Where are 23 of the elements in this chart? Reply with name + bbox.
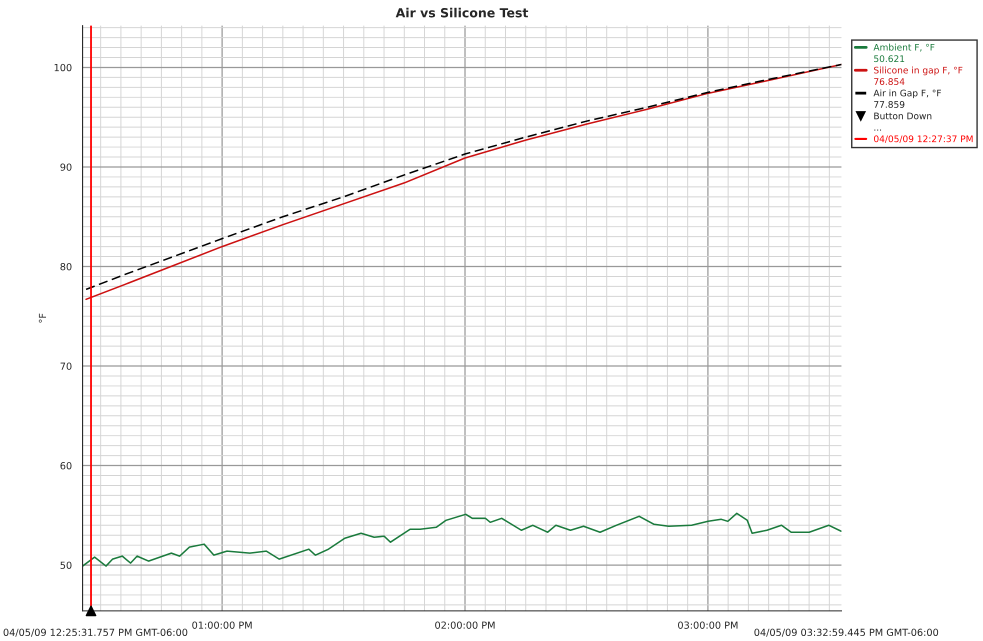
y-tick-label: 70 <box>60 362 72 370</box>
text: ... <box>874 130 882 131</box>
y-tick-label: 100 <box>54 64 72 72</box>
ref-line-label: 04/05/09 12:27:37 PM <box>874 135 973 143</box>
x-tick-label: 01:00:00 PM <box>192 621 252 629</box>
legend-label: Ambient F, °F <box>873 44 934 52</box>
x-tick-label: 02:00:00 PM <box>435 621 495 629</box>
y-tick-label: 60 <box>60 462 72 470</box>
x-tick-label: 03:00:00 PM <box>678 621 738 629</box>
text: 50.621 <box>874 55 904 62</box>
chart-title: Air vs Silicone Test <box>396 8 528 18</box>
legend-label: Air in Gap F, °F <box>873 89 942 98</box>
legend-label: Silicone in gap F, °F <box>874 66 962 76</box>
text: 04/05/09 03:32:59.445 PM GMT-06:00 <box>754 628 938 637</box>
y-tick-label: 90 <box>60 163 72 171</box>
y-tick-label: 80 <box>60 262 72 270</box>
text: 04/05/09 12:25:31.757 PM GMT-06:00 <box>4 628 188 637</box>
line-series <box>82 512 842 567</box>
text: 77.859 <box>874 101 904 108</box>
text: 76.854 <box>874 78 904 85</box>
y-tick-label: 50 <box>60 562 72 569</box>
legend-label: Button Down <box>874 112 932 120</box>
y-axis-title: °F <box>38 314 46 323</box>
